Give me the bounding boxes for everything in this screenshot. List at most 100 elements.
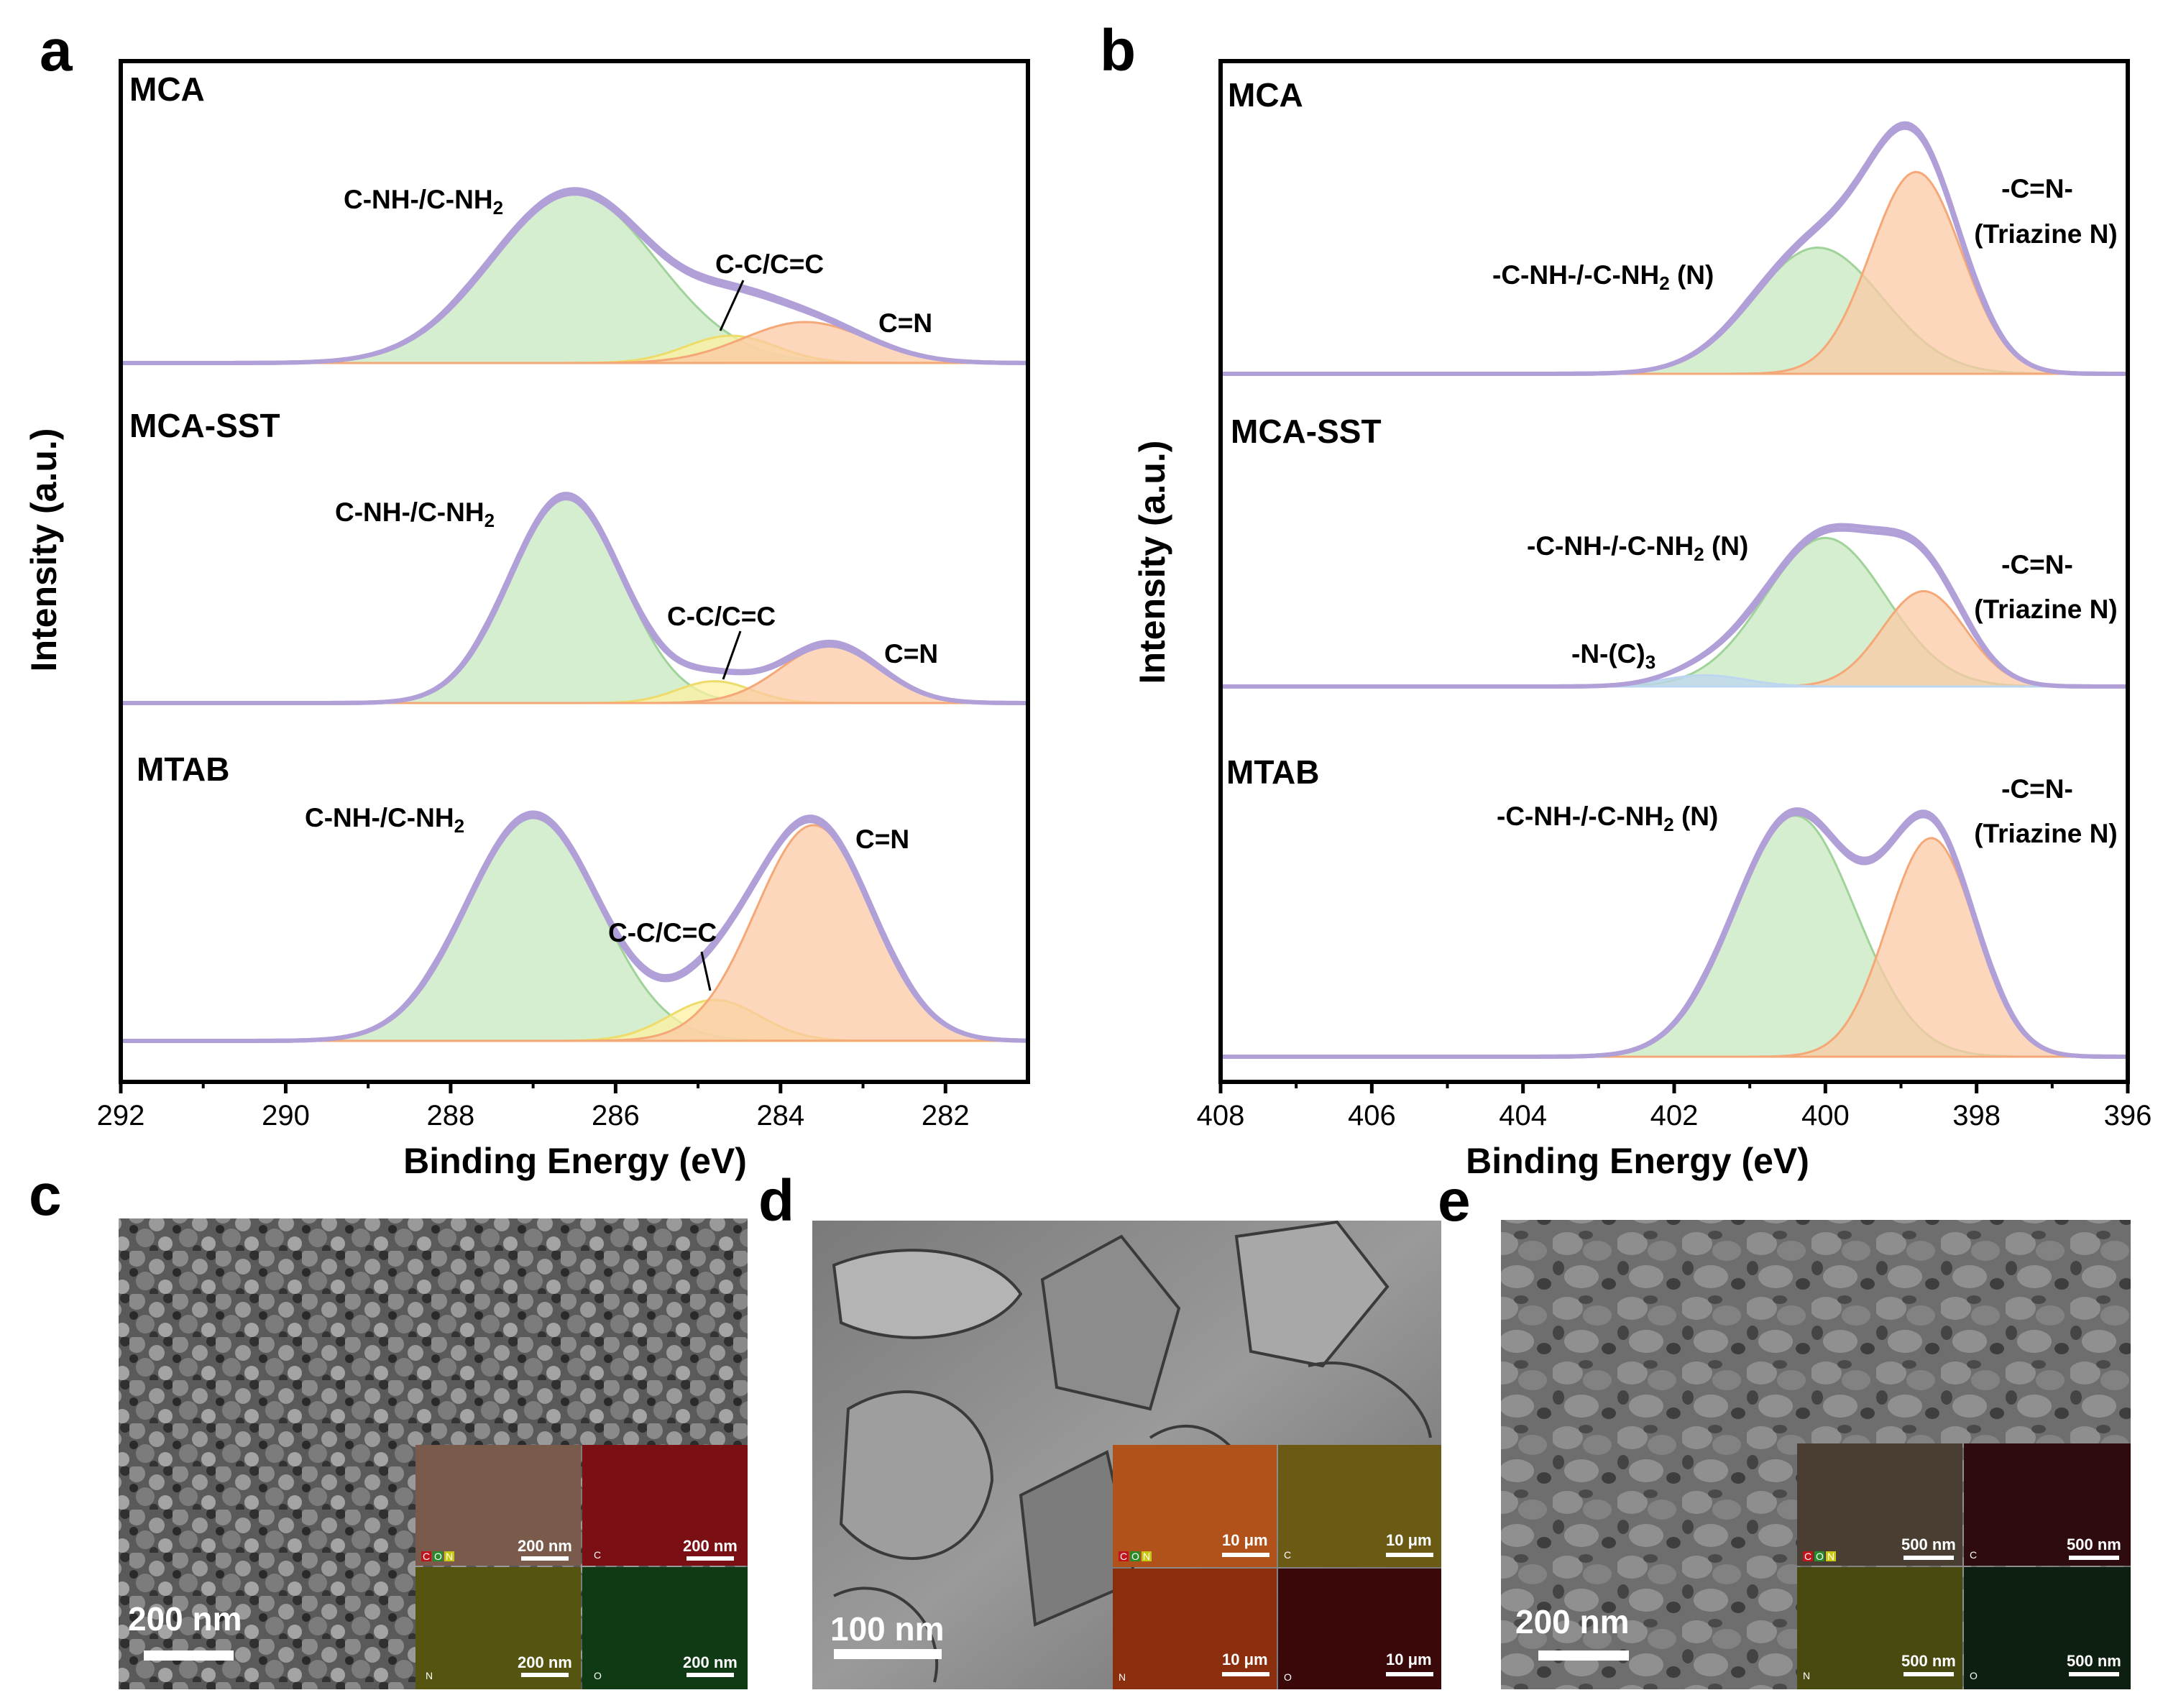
eds-mapping-d: C O N 10 μm 10 μm 10 μm 10 μm C N O bbox=[1113, 1445, 1441, 1689]
map-legend-d-N: N bbox=[1143, 1551, 1150, 1562]
map-label-c-2: N bbox=[426, 1670, 433, 1681]
annot-a-mca-cc: C-C/C=C bbox=[715, 249, 824, 279]
xtick-label-0-0: 292 bbox=[97, 1100, 145, 1131]
envelope-1-2-1 bbox=[1221, 807, 2128, 1059]
eds-mapping-e: C O N 500 nm 500 nm 500 nm 500 nm C N O bbox=[1797, 1443, 2131, 1689]
map-scale-e-2: 500 nm bbox=[1901, 1652, 1956, 1670]
map-label-d-2: N bbox=[1119, 1671, 1126, 1683]
map-tile-c-0 bbox=[415, 1445, 581, 1566]
sample-label-b-mtab: MTAB bbox=[1226, 753, 1319, 791]
arrow-a-sst-cc bbox=[722, 630, 742, 680]
annot-a-mca-cnh: C-NH-/C-NH2 bbox=[344, 185, 503, 219]
map-tile-d-1 bbox=[1278, 1445, 1441, 1567]
xlabel-a: Binding Energy (eV) bbox=[403, 1141, 747, 1181]
map-scale-d-1: 10 μm bbox=[1386, 1531, 1432, 1549]
map-tile-e-0 bbox=[1797, 1443, 1962, 1566]
xtick-label-1-4: 400 bbox=[1801, 1100, 1850, 1131]
map-scale-e-1: 500 nm bbox=[2067, 1535, 2121, 1553]
eds-mapping-c: C O N 200 nm 200 nm 200 nm 200 nm C N O bbox=[415, 1445, 748, 1689]
map-tile-e-1 bbox=[1964, 1443, 2131, 1566]
annot-b-sst-nc3: -N-(C)3 bbox=[1571, 639, 1655, 673]
map-label-e-3: O bbox=[1970, 1670, 1978, 1681]
map-tile-c-3 bbox=[582, 1567, 748, 1689]
annot-a-sst-cnh: C-NH-/C-NH2 bbox=[335, 497, 495, 531]
annot-a-sst-cn: C=N bbox=[884, 639, 938, 669]
ylabel-b: Intensity (a.u.) bbox=[1132, 441, 1172, 684]
map-scale-d-3: 10 μm bbox=[1386, 1650, 1432, 1668]
sample-label-a-mca: MCA bbox=[129, 70, 205, 108]
ylabel-a: Intensity (a.u.) bbox=[24, 428, 64, 672]
annot-b-mtab-cn2: (Triazine N) bbox=[1974, 819, 2117, 848]
map-scale-e-0: 500 nm bbox=[1901, 1535, 1956, 1553]
peak-0-1-0 bbox=[121, 497, 1028, 704]
sample-label-a-mtab: MTAB bbox=[137, 750, 229, 788]
scale-bar-label-c: 200 nm bbox=[128, 1600, 242, 1638]
panel-label-c: c bbox=[29, 1162, 62, 1228]
scale-bar-d bbox=[834, 1649, 942, 1659]
map-tile-d-3 bbox=[1278, 1569, 1441, 1689]
xtick-label-1-1: 406 bbox=[1348, 1100, 1396, 1131]
map-label-d-1: C bbox=[1284, 1549, 1291, 1561]
annot-b-sst-cn2: (Triazine N) bbox=[1974, 594, 2117, 624]
scale-bar-e bbox=[1538, 1650, 1629, 1661]
map-legend-e-C: C bbox=[1804, 1551, 1811, 1562]
xtick-label-0-1: 290 bbox=[262, 1100, 310, 1131]
map-legend-d-O: O bbox=[1131, 1551, 1139, 1562]
map-label-e-2: N bbox=[1803, 1670, 1810, 1681]
scale-bar-label-e: 200 nm bbox=[1515, 1603, 1630, 1640]
map-scale-e-3: 500 nm bbox=[2067, 1652, 2121, 1670]
map-scale-c-0: 200 nm bbox=[518, 1537, 572, 1555]
map-legend-c-C: C bbox=[423, 1551, 430, 1562]
c1s-plot bbox=[120, 187, 1029, 1043]
xtick-label-0-4: 284 bbox=[756, 1100, 804, 1131]
map-legend-e-O: O bbox=[1816, 1551, 1824, 1562]
sample-label-b-mca: MCA bbox=[1228, 76, 1303, 114]
xtick-label-0-2: 288 bbox=[427, 1100, 475, 1131]
map-scale-d-2: 10 μm bbox=[1222, 1650, 1268, 1668]
xtick-label-1-6: 396 bbox=[2104, 1100, 2152, 1131]
map-label-d-3: O bbox=[1284, 1671, 1292, 1683]
x-ticks-b: 408 406 404 402 400 398 396 bbox=[1197, 1082, 2152, 1131]
map-scale-c-1: 200 nm bbox=[683, 1537, 738, 1555]
sample-label-a-sst: MCA-SST bbox=[129, 407, 280, 444]
map-tile-d-0 bbox=[1113, 1445, 1277, 1567]
map-tile-c-2 bbox=[415, 1567, 581, 1689]
xtick-label-0-3: 286 bbox=[592, 1100, 640, 1131]
xtick-label-1-3: 402 bbox=[1650, 1100, 1699, 1131]
xtick-label-1-0: 408 bbox=[1197, 1100, 1245, 1131]
map-legend-d-C: C bbox=[1120, 1551, 1127, 1562]
map-scale-d-0: 10 μm bbox=[1222, 1531, 1268, 1549]
sample-label-b-sst: MCA-SST bbox=[1231, 413, 1382, 450]
map-scale-c-3: 200 nm bbox=[683, 1653, 738, 1671]
map-tile-e-3 bbox=[1964, 1567, 2131, 1689]
scale-bar-label-d: 100 nm bbox=[830, 1610, 945, 1648]
envelope-0-2-1 bbox=[121, 810, 1029, 1043]
x-ticks-a: 292 290 288 286 284 282 bbox=[97, 1082, 970, 1131]
panel-label-d: d bbox=[758, 1168, 794, 1234]
map-legend-c-N: N bbox=[446, 1551, 453, 1562]
map-label-e-1: C bbox=[1970, 1549, 1977, 1561]
annot-b-sst-nh: -C-NH-/-C-NH2 (N) bbox=[1527, 531, 1748, 565]
panel-label-a: a bbox=[40, 18, 73, 83]
envelope-0-0-1 bbox=[121, 187, 1028, 365]
annot-a-mtab-cn: C=N bbox=[855, 825, 909, 854]
panel-label-e: e bbox=[1438, 1168, 1471, 1234]
map-tile-c-1 bbox=[582, 1445, 748, 1566]
annot-b-sst-cn1: -C=N- bbox=[2001, 550, 2073, 579]
annot-b-mca-cn2: (Triazine N) bbox=[1974, 219, 2117, 249]
scale-bar-c bbox=[144, 1650, 234, 1661]
xtick-label-0-5: 282 bbox=[922, 1100, 970, 1131]
envelope-0-1-1 bbox=[121, 492, 1028, 705]
arrow-a-mca-cc bbox=[719, 280, 745, 331]
xtick-label-1-2: 404 bbox=[1499, 1100, 1547, 1131]
annot-a-mtab-cnh: C-NH-/C-NH2 bbox=[305, 803, 464, 837]
annot-a-mtab-cc: C-C/C=C bbox=[608, 918, 717, 947]
plot-frame-b bbox=[1218, 59, 2130, 1084]
annot-a-mca-cn: C=N bbox=[878, 308, 932, 338]
xtick-label-1-5: 398 bbox=[1952, 1100, 2001, 1131]
map-label-c-3: O bbox=[594, 1670, 602, 1681]
envelope-1-1-1 bbox=[1221, 523, 2128, 689]
n1s-plot bbox=[1221, 121, 2128, 1059]
panel-label-b: b bbox=[1100, 18, 1136, 83]
annot-b-mtab-nh: -C-NH-/-C-NH2 (N) bbox=[1497, 802, 1718, 835]
